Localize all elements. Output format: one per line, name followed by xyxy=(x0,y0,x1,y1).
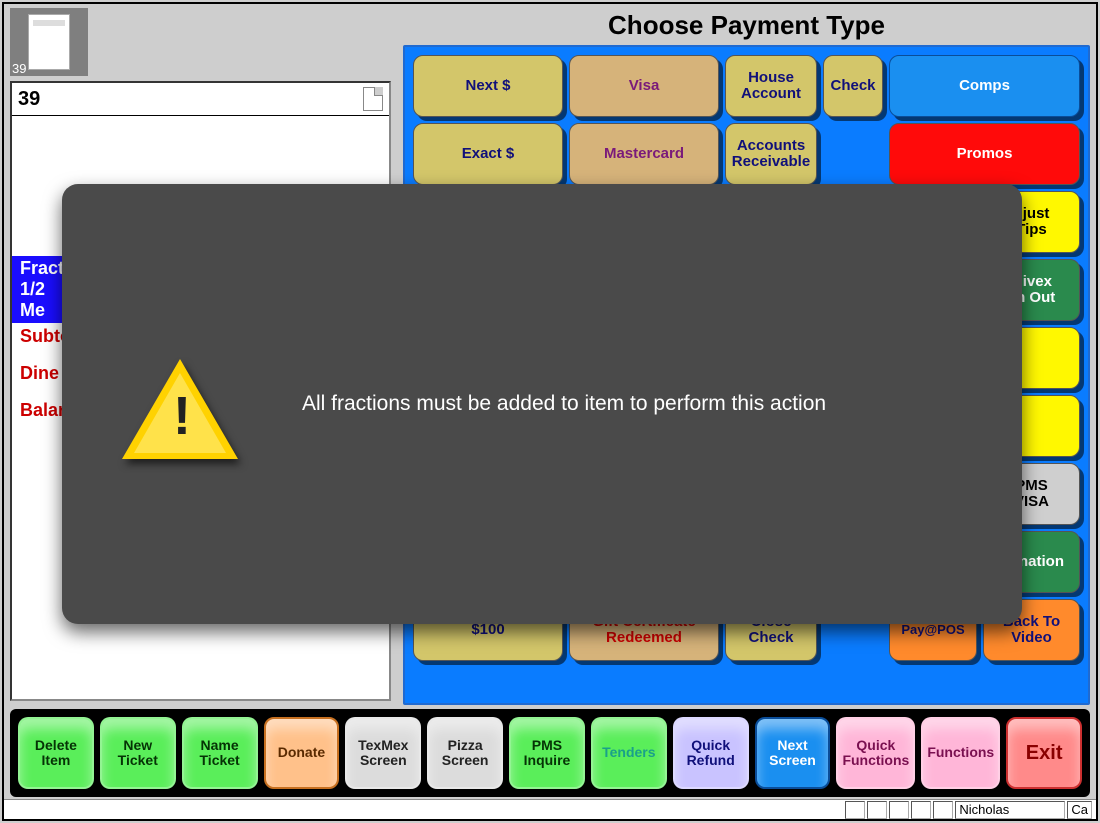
ticket-thumbnail-number: 39 xyxy=(12,61,26,76)
warning-icon: ! xyxy=(122,349,242,459)
status-cell xyxy=(933,801,953,819)
texmex-screen-button[interactable]: TexMex Screen xyxy=(345,717,421,789)
status-user: Nicholas xyxy=(955,801,1065,819)
check-button[interactable]: Check xyxy=(823,55,883,117)
visa-button[interactable]: Visa xyxy=(569,55,719,117)
quick-refund-button[interactable]: Quick Refund xyxy=(673,717,749,789)
functions-button[interactable]: Functions xyxy=(921,717,1000,789)
pms-inquire-button[interactable]: PMS Inquire xyxy=(509,717,585,789)
name-ticket-button[interactable]: Name Ticket xyxy=(182,717,258,789)
status-cell xyxy=(911,801,931,819)
document-icon xyxy=(28,14,70,70)
accounts-receivable-button[interactable]: Accounts Receivable xyxy=(725,123,817,185)
warning-message: All fractions must be added to item to p… xyxy=(302,392,826,416)
warning-modal[interactable]: ! All fractions must be added to item to… xyxy=(62,184,1022,624)
donate-button[interactable]: Donate xyxy=(264,717,340,789)
ticket-header: 39 xyxy=(12,83,389,116)
promos-button[interactable]: Promos xyxy=(889,123,1080,185)
new-ticket-button[interactable]: New Ticket xyxy=(100,717,176,789)
payment-title: Choose Payment Type xyxy=(403,4,1090,45)
next-screen-button[interactable]: Next Screen xyxy=(755,717,831,789)
status-cell xyxy=(867,801,887,819)
ticket-thumbnail-strip: 39 xyxy=(4,4,399,79)
house-account-button[interactable]: House Account xyxy=(725,55,817,117)
status-bar: Nicholas Ca xyxy=(4,799,1096,819)
pizza-screen-button[interactable]: Pizza Screen xyxy=(427,717,503,789)
comps-button[interactable]: Comps xyxy=(889,55,1080,117)
mastercard-button[interactable]: Mastercard xyxy=(569,123,719,185)
exact-dollar-button[interactable]: Exact $ xyxy=(413,123,563,185)
delete-item-button[interactable]: Delete Item xyxy=(18,717,94,789)
bottom-nav-bar: Delete Item New Ticket Name Ticket Donat… xyxy=(10,709,1090,797)
document-icon[interactable] xyxy=(363,87,383,111)
status-cell xyxy=(845,801,865,819)
status-extra: Ca xyxy=(1067,801,1092,819)
exit-button[interactable]: Exit xyxy=(1006,717,1082,789)
status-cell xyxy=(889,801,909,819)
ticket-thumbnail[interactable]: 39 xyxy=(10,8,88,76)
tenders-button[interactable]: Tenders xyxy=(591,717,667,789)
quick-functions-button[interactable]: Quick Functions xyxy=(836,717,915,789)
ticket-number: 39 xyxy=(18,88,40,111)
next-dollar-button[interactable]: Next $ xyxy=(413,55,563,117)
